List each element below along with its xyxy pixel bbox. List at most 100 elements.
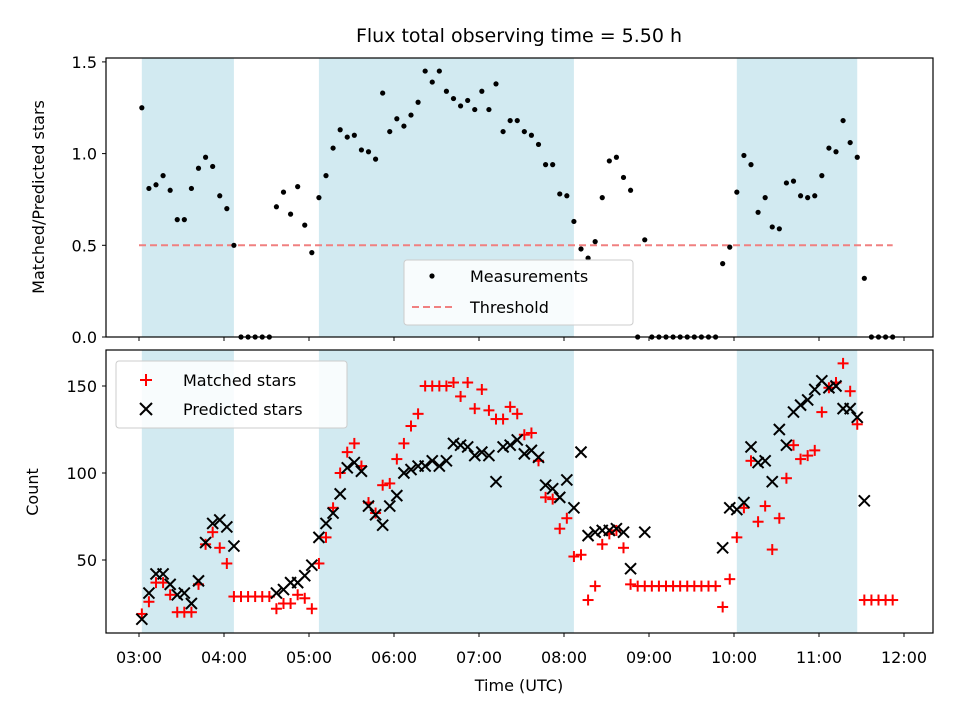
predicted-point-39 <box>447 437 460 450</box>
predicted-point-38 <box>440 454 453 468</box>
predicted-point-79 <box>808 383 821 396</box>
measurement-point-89 <box>769 224 775 230</box>
matched-point-61 <box>568 551 580 563</box>
predicted-point-85 <box>851 411 864 424</box>
predicted-point-72 <box>758 454 772 468</box>
matched-point-30 <box>348 437 360 449</box>
measurement-point-58 <box>550 162 556 168</box>
matched-point-92 <box>788 439 799 451</box>
bottom-xtick-label-6: 09:00 <box>626 648 672 667</box>
measurement-point-42 <box>436 68 442 74</box>
bottom-xtick-label-7: 10:00 <box>711 648 757 667</box>
measurement-point-68 <box>620 174 627 181</box>
measurement-point-23 <box>302 222 308 228</box>
matched-point-25 <box>313 557 325 569</box>
predicted-point-28 <box>369 508 382 521</box>
legend-measurements-label: Measurements <box>470 267 588 286</box>
predicted-point-37 <box>433 459 446 473</box>
matched-point-22 <box>292 589 304 601</box>
bottom-xtick-label-5: 08:00 <box>541 648 587 667</box>
measurement-point-43 <box>443 88 450 94</box>
matched-point-19 <box>270 603 282 615</box>
matched-point-21 <box>285 598 297 609</box>
measurement-point-20 <box>280 189 287 195</box>
matched-point-51 <box>497 413 509 425</box>
matched-point-69 <box>625 578 637 590</box>
predicted-point-7 <box>185 597 198 610</box>
matched-point-35 <box>384 477 396 489</box>
measurement-point-65 <box>599 195 605 201</box>
matched-point-45 <box>455 390 467 402</box>
matched-point-100 <box>844 385 856 397</box>
predicted-point-69 <box>737 496 751 509</box>
bottom-xlabel: Time (UTC) <box>474 676 563 695</box>
matched-point-93 <box>795 453 807 465</box>
matched-point-57 <box>540 491 552 503</box>
matched-point-68 <box>618 542 629 554</box>
matched-point-3 <box>157 577 169 589</box>
measurement-point-53 <box>514 117 520 124</box>
measurement-point-67 <box>613 154 620 160</box>
matched-point-64 <box>589 580 601 592</box>
predicted-point-4 <box>163 578 177 591</box>
measurement-point-91 <box>783 180 790 186</box>
measurement-point-95 <box>812 193 818 199</box>
top-legend: Measurements Threshold <box>403 259 634 326</box>
predicted-point-66 <box>716 541 729 555</box>
predicted-point-14 <box>270 586 283 600</box>
measurement-point-85 <box>741 152 747 159</box>
measurement-point-12 <box>224 206 230 212</box>
measurement-point-93 <box>797 193 804 199</box>
predicted-point-63 <box>617 525 630 539</box>
predicted-point-61 <box>603 524 616 537</box>
bottom-panel: 50 100 150 03:00 04:00 05:00 06:00 07:00 08:00 09… <box>23 349 934 695</box>
bottom-legend: Matched stars Predicted stars <box>115 360 348 429</box>
predicted-point-81 <box>822 381 836 394</box>
matched-point-55 <box>525 427 537 439</box>
bottom-xtick-label-2: 05:00 <box>286 648 332 667</box>
measurement-point-63 <box>585 255 591 261</box>
matched-point-43 <box>440 380 452 392</box>
bottom-xtick-label-3: 06:00 <box>371 648 417 667</box>
measurement-point-25 <box>316 195 322 201</box>
measurement-point-47 <box>472 106 478 113</box>
measurement-point-48 <box>479 88 485 94</box>
matched-point-90 <box>773 512 785 524</box>
matched-point-28 <box>334 467 346 479</box>
matched-point-23 <box>299 592 311 604</box>
predicted-point-27 <box>362 499 375 513</box>
measurement-point-3 <box>160 173 166 179</box>
predicted-point-29 <box>376 518 389 532</box>
predicted-point-22 <box>326 506 340 520</box>
predicted-point-54 <box>553 491 566 504</box>
matched-point-67 <box>610 524 622 536</box>
measurement-point-8 <box>195 165 202 171</box>
measurement-point-7 <box>188 185 195 192</box>
measurement-point-84 <box>734 189 740 195</box>
matched-point-89 <box>766 544 778 556</box>
measurement-point-62 <box>578 246 584 252</box>
measurement-point-26 <box>323 173 329 179</box>
measurement-point-36 <box>394 116 400 122</box>
predicted-point-31 <box>390 489 404 502</box>
measurement-point-27 <box>330 145 336 151</box>
predicted-point-6 <box>178 586 191 600</box>
predicted-point-65 <box>638 525 651 539</box>
predicted-point-8 <box>192 574 205 588</box>
predicted-point-49 <box>518 447 531 461</box>
measurement-point-55 <box>528 132 535 138</box>
measurement-point-4 <box>167 187 173 193</box>
measurement-point-94 <box>805 195 811 201</box>
matched-point-65 <box>596 538 608 550</box>
measurement-point-54 <box>521 128 527 135</box>
bottom-xtick-label-1: 04:00 <box>201 648 247 667</box>
measurement-point-40 <box>422 68 428 74</box>
measurement-point-37 <box>401 123 407 129</box>
legend-measurements-marker <box>429 273 435 279</box>
bottom-shade-2 <box>736 350 858 633</box>
measurement-point-45 <box>457 103 464 109</box>
measurement-point-21 <box>287 211 294 217</box>
matched-point-26 <box>320 531 332 543</box>
bottom-shaded-regions <box>141 350 858 633</box>
measurement-point-59 <box>557 191 563 197</box>
